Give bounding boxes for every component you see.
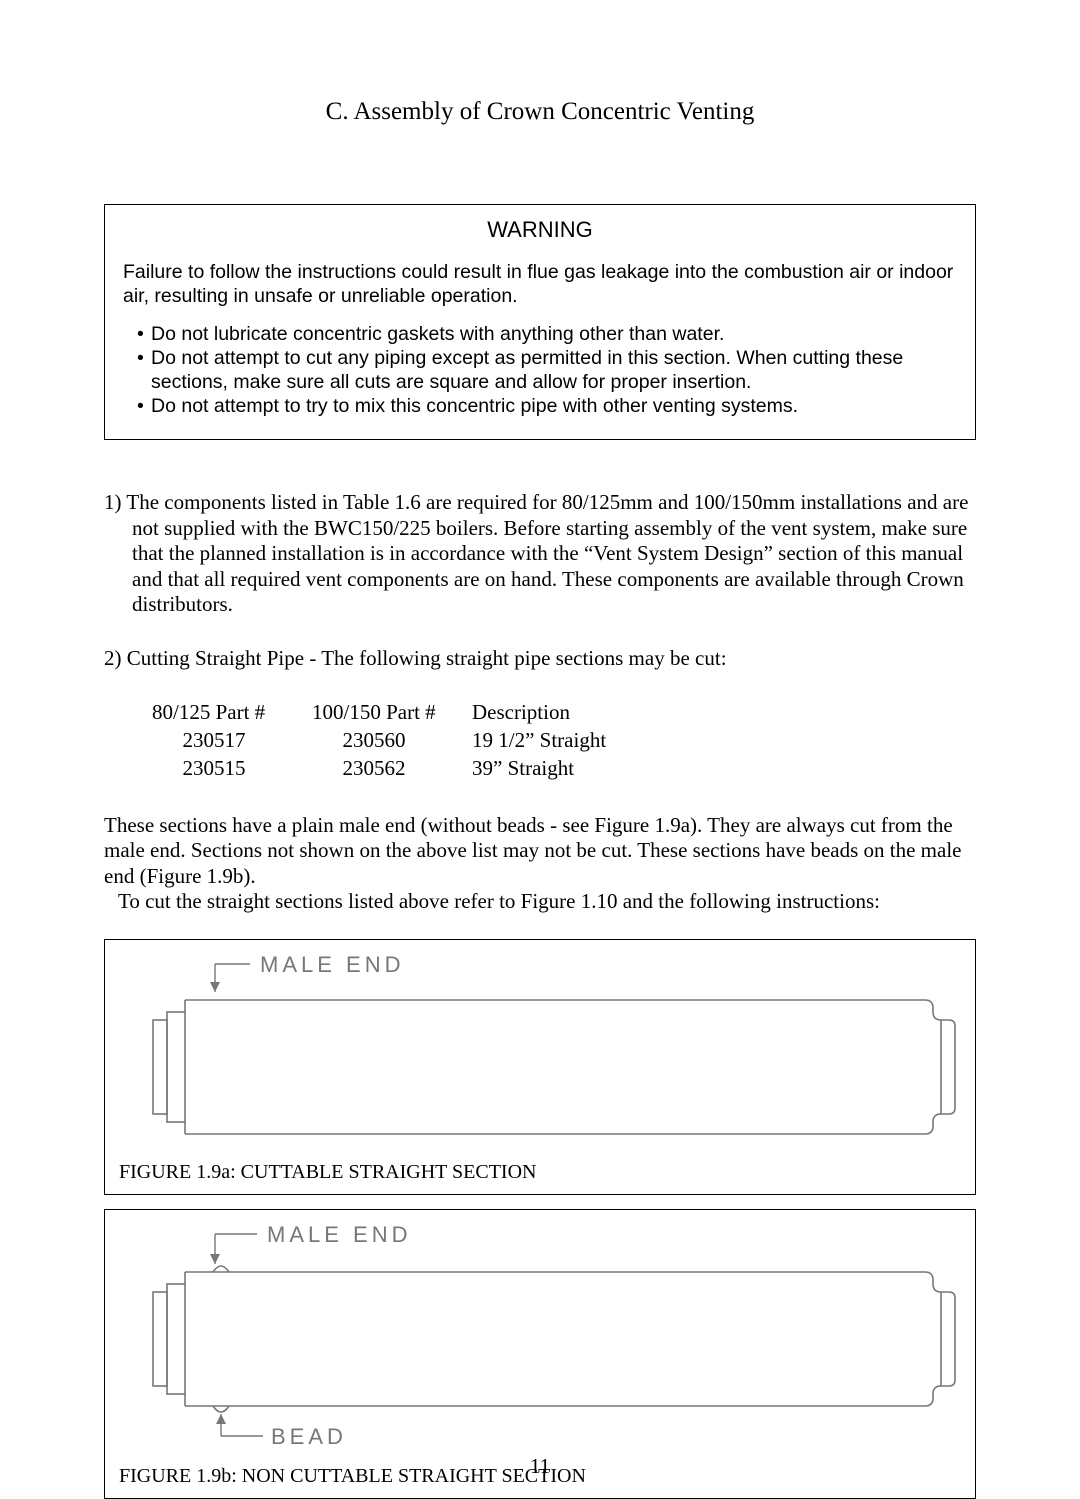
table-cell: 230560 <box>312 726 472 754</box>
table-header: 100/150 Part # <box>312 698 472 726</box>
bullet-text: Do not attempt to cut any piping except … <box>151 347 957 395</box>
warning-bullet: Do not attempt to try to mix this concen… <box>137 395 957 419</box>
bullet-icon <box>137 395 145 419</box>
bullet-text: Do not lubricate concentric gaskets with… <box>151 323 957 347</box>
table-row: 230517 230560 19 1/2” Straight <box>152 726 1080 754</box>
page-number: 11 <box>0 1454 1080 1479</box>
warning-box: WARNING Failure to follow the instructio… <box>104 204 976 440</box>
warning-paragraph: Failure to follow the instructions could… <box>123 261 957 309</box>
table-cell: 230515 <box>152 754 312 782</box>
bead-label: BEAD <box>271 1424 347 1449</box>
figure-1-9a-diagram: MALE END <box>105 940 975 1150</box>
paragraph-1: 1) The components listed in Table 1.6 ar… <box>104 490 976 618</box>
male-end-label: MALE END <box>260 952 404 977</box>
table-cell: 19 1/2” Straight <box>472 726 606 754</box>
bullet-icon <box>137 347 145 395</box>
table-row: 230515 230562 39” Straight <box>152 754 1080 782</box>
warning-title: WARNING <box>123 217 957 243</box>
bullet-icon <box>137 323 145 347</box>
table-cell: 39” Straight <box>472 754 574 782</box>
table-header: 80/125 Part # <box>152 698 312 726</box>
warning-bullet-list: Do not lubricate concentric gaskets with… <box>123 323 957 419</box>
male-end-label: MALE END <box>267 1222 411 1247</box>
section-heading: C. Assembly of Crown Concentric Venting <box>0 0 1080 126</box>
paragraph-2: 2) Cutting Straight Pipe - The following… <box>104 646 976 672</box>
paragraph-3-line2: To cut the straight sections listed abov… <box>104 889 880 913</box>
figure-1-9a: MALE END FIGURE 1.9a: CUTTABLE STRAIGHT <box>104 939 976 1195</box>
paragraph-3-line1: These sections have a plain male end (wi… <box>104 813 962 888</box>
bullet-text: Do not attempt to try to mix this concen… <box>151 395 957 419</box>
figure-1-9a-caption: FIGURE 1.9a: CUTTABLE STRAIGHT SECTION <box>105 1155 975 1194</box>
parts-table: 80/125 Part # 100/150 Part # Description… <box>152 698 1080 783</box>
figure-1-9b-diagram: MALE END <box>105 1210 975 1454</box>
table-cell: 230562 <box>312 754 472 782</box>
paragraph-3: These sections have a plain male end (wi… <box>104 813 976 915</box>
table-header-row: 80/125 Part # 100/150 Part # Description <box>152 698 1080 726</box>
warning-bullet: Do not attempt to cut any piping except … <box>137 347 957 395</box>
table-header: Description <box>472 698 570 726</box>
table-cell: 230517 <box>152 726 312 754</box>
warning-bullet: Do not lubricate concentric gaskets with… <box>137 323 957 347</box>
